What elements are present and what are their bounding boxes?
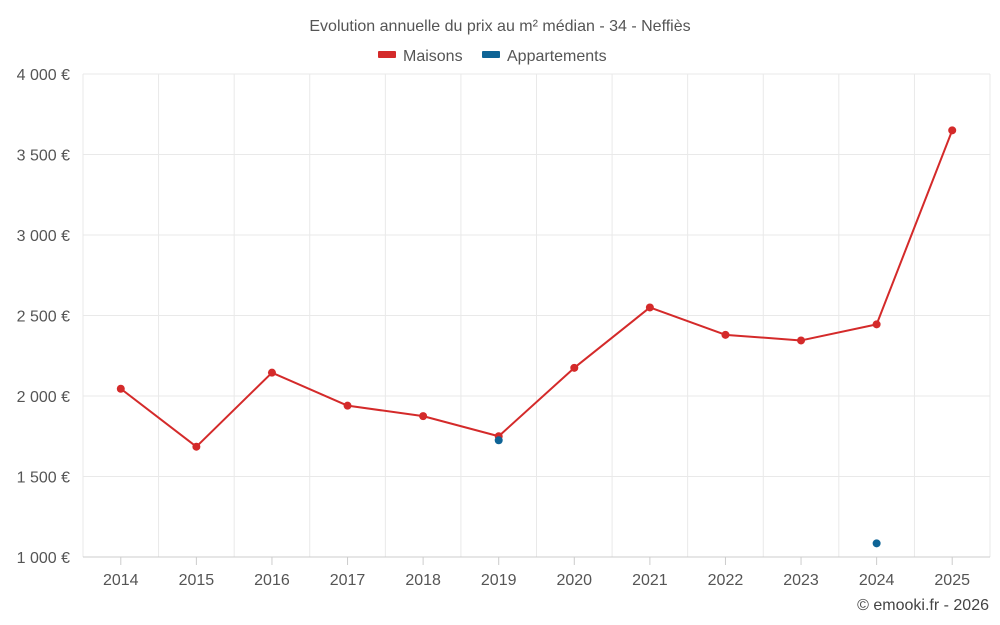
- x-tick-label: 2024: [859, 572, 895, 589]
- point-maisons-2017[interactable]: [343, 401, 352, 410]
- point-maisons-2016[interactable]: [267, 368, 276, 377]
- point-maisons-2022[interactable]: [721, 330, 730, 339]
- x-tick-label: 2015: [179, 572, 215, 589]
- y-axis-ticks: 1 000 € 1 500 € 2 000 € 2 500 € 3 000 € 3 500…: [17, 67, 70, 567]
- legend-label-maisons[interactable]: Maisons: [403, 48, 463, 65]
- point-maisons-2023[interactable]: [797, 336, 806, 345]
- x-tick-label: 2022: [708, 572, 744, 589]
- point-maisons-2014[interactable]: [116, 384, 125, 393]
- x-tick-label: 2018: [405, 572, 441, 589]
- legend[interactable]: Maisons Appartements: [378, 48, 607, 65]
- point-maisons-2018[interactable]: [419, 412, 428, 421]
- point-maisons-2025[interactable]: [948, 126, 957, 135]
- point-appartements-2019[interactable]: [494, 436, 503, 445]
- legend-label-appartements[interactable]: Appartements: [507, 48, 607, 65]
- point-maisons-2020[interactable]: [570, 363, 579, 372]
- y-tick-label: 1 500 €: [17, 470, 70, 487]
- y-tick-label: 2 500 €: [17, 309, 70, 326]
- x-tick-label: 2019: [481, 572, 517, 589]
- x-tick-label: 2021: [632, 572, 668, 589]
- x-tick-label: 2020: [556, 572, 592, 589]
- chart-title: Evolution annuelle du prix au m² médian …: [309, 18, 690, 35]
- legend-swatch-appartements[interactable]: [482, 51, 500, 58]
- y-tick-label: 4 000 €: [17, 67, 70, 84]
- point-maisons-2021[interactable]: [645, 303, 654, 312]
- y-tick-label: 2 000 €: [17, 389, 70, 406]
- point-maisons-2015[interactable]: [192, 442, 201, 451]
- y-tick-label: 3 500 €: [17, 148, 70, 165]
- point-appartements-2024[interactable]: [872, 539, 881, 548]
- x-tick-label: 2023: [783, 572, 819, 589]
- x-tick-label: 2017: [330, 572, 366, 589]
- x-tick-label: 2014: [103, 572, 139, 589]
- x-tick-label: 2016: [254, 572, 290, 589]
- x-axis-ticks: 2014 2015 2016 2017 2018 2019 2020 2021 2022 2023…: [103, 557, 970, 589]
- x-tick-label: 2025: [934, 572, 970, 589]
- credit-text: © emooki.fr - 2026: [857, 597, 989, 614]
- series-layer: [116, 126, 957, 548]
- point-maisons-2024[interactable]: [872, 320, 881, 329]
- y-tick-label: 1 000 €: [17, 550, 70, 567]
- y-tick-label: 3 000 €: [17, 228, 70, 245]
- x-gridlines: [82, 74, 991, 557]
- series-line-maisons: [120, 129, 954, 448]
- legend-swatch-maisons[interactable]: [378, 51, 396, 58]
